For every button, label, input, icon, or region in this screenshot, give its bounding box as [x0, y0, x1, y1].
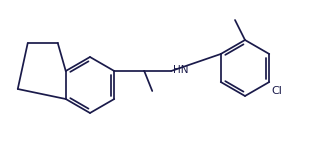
Text: HN: HN: [173, 65, 189, 75]
Text: Cl: Cl: [271, 86, 282, 96]
